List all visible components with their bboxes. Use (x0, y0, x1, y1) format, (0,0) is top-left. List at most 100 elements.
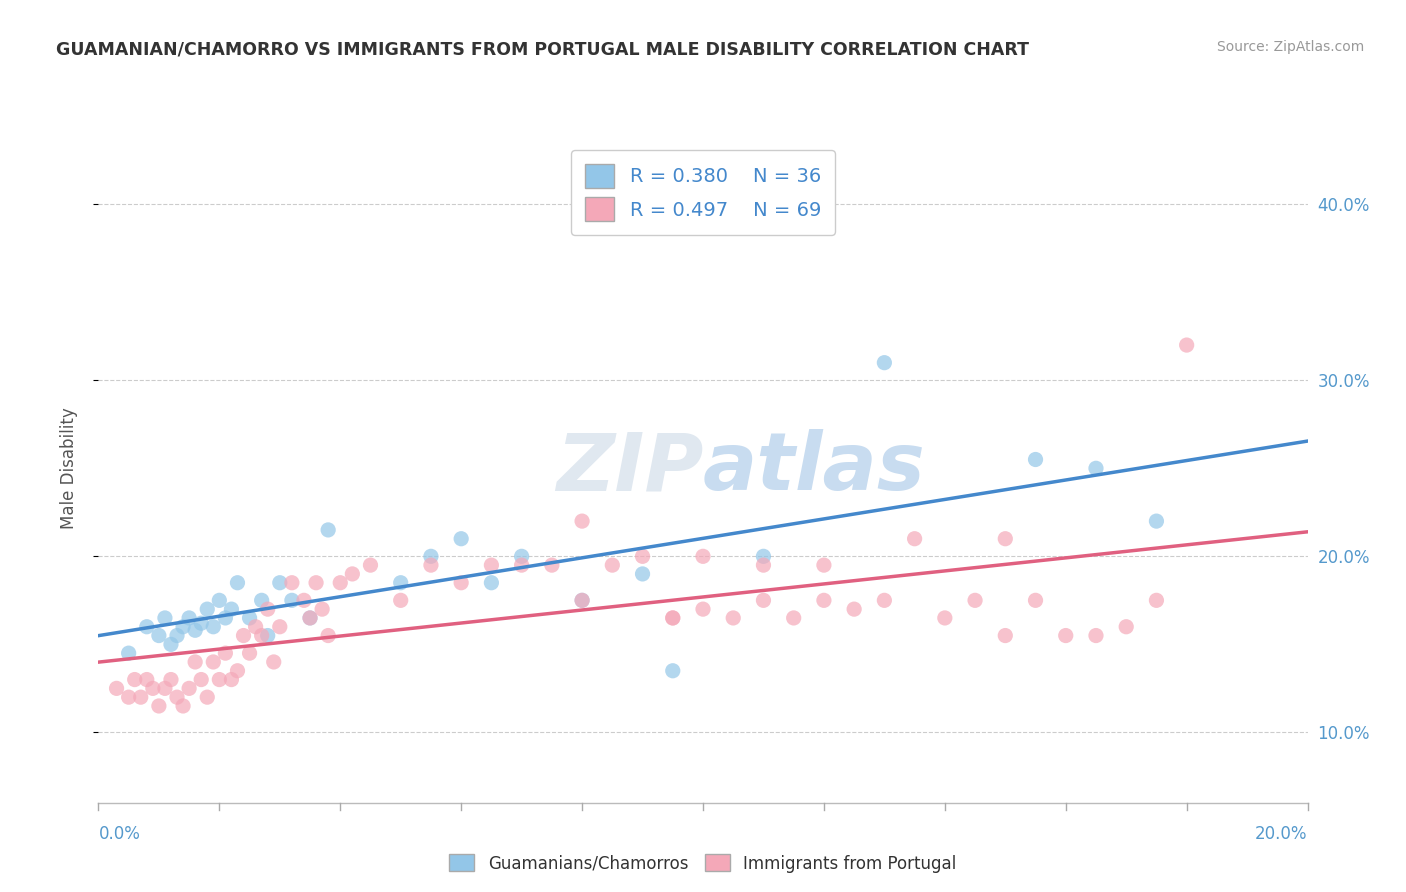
Point (179, 611, 201, 625)
Point (692, 549, 714, 564)
Point (299, 611, 322, 625)
Point (420, 549, 443, 564)
Point (166, 628, 188, 642)
Point (239, 646, 262, 660)
Point (1144, 514, 1167, 528)
Point (232, 628, 254, 642)
Point (148, 698, 170, 713)
Point (166, 690, 188, 705)
Point (994, 532, 1017, 546)
Point (752, 593, 775, 607)
Text: atlas: atlas (703, 429, 925, 508)
Point (540, 558, 562, 573)
Point (214, 646, 236, 660)
Point (571, 514, 593, 528)
Point (195, 602, 218, 616)
Point (281, 593, 304, 607)
Point (153, 681, 176, 696)
Point (172, 620, 194, 634)
Point (813, 593, 835, 607)
Point (202, 655, 225, 669)
Point (965, 593, 987, 607)
Point (160, 673, 183, 687)
Text: GUAMANIAN/CHAMORRO VS IMMIGRANTS FROM PORTUGAL MALE DISABILITY CORRELATION CHART: GUAMANIAN/CHAMORRO VS IMMIGRANTS FROM PO… (56, 40, 1029, 58)
Point (1085, 628, 1108, 642)
Point (214, 611, 236, 625)
Point (226, 575, 249, 590)
Point (195, 690, 218, 705)
Point (118, 646, 141, 660)
Point (299, 611, 322, 625)
Point (662, 664, 685, 678)
Point (450, 575, 472, 590)
Point (256, 628, 278, 642)
Point (873, 356, 896, 370)
Point (571, 593, 593, 607)
Point (510, 558, 533, 573)
Point (510, 549, 533, 564)
Point (450, 532, 472, 546)
Text: Source: ZipAtlas.com: Source: ZipAtlas.com (1216, 40, 1364, 54)
Point (571, 593, 593, 607)
Point (481, 575, 503, 590)
Text: 20.0%: 20.0% (1256, 825, 1308, 843)
Point (389, 593, 412, 607)
Point (105, 681, 128, 696)
Point (389, 575, 412, 590)
Point (316, 628, 339, 642)
Point (311, 602, 333, 616)
Point (873, 593, 896, 607)
Point (256, 602, 278, 616)
Point (281, 575, 304, 590)
Point (994, 628, 1017, 642)
Text: ZIP: ZIP (555, 429, 703, 508)
Point (184, 624, 207, 638)
Point (269, 620, 291, 634)
Point (360, 558, 382, 573)
Point (118, 690, 141, 705)
Point (208, 673, 231, 687)
Point (263, 655, 285, 669)
Point (662, 611, 685, 625)
Y-axis label: Male Disability: Male Disability (59, 408, 77, 529)
Point (129, 690, 152, 705)
Point (221, 602, 243, 616)
Point (934, 611, 956, 625)
Point (190, 616, 212, 631)
Point (723, 611, 745, 625)
Point (135, 620, 157, 634)
Point (316, 523, 339, 537)
Point (202, 620, 225, 634)
Point (692, 602, 714, 616)
Point (153, 611, 176, 625)
Point (844, 602, 866, 616)
Point (135, 673, 157, 687)
Point (1085, 461, 1108, 475)
Point (160, 637, 183, 651)
Point (239, 611, 262, 625)
Point (329, 575, 352, 590)
Point (250, 628, 273, 642)
Point (269, 575, 291, 590)
Point (813, 558, 835, 573)
Point (305, 575, 328, 590)
Point (662, 611, 685, 625)
Point (752, 558, 775, 573)
Point (148, 628, 170, 642)
Point (342, 566, 364, 581)
Point (208, 593, 231, 607)
Point (420, 558, 443, 573)
Point (904, 532, 927, 546)
Point (250, 593, 273, 607)
Point (752, 549, 775, 564)
Point (245, 620, 267, 634)
Point (783, 611, 806, 625)
Point (142, 681, 165, 696)
Point (190, 673, 212, 687)
Point (124, 673, 146, 687)
Point (172, 698, 194, 713)
Point (1054, 628, 1077, 642)
Point (1024, 452, 1046, 467)
Legend: R = 0.380    N = 36, R = 0.497    N = 69: R = 0.380 N = 36, R = 0.497 N = 69 (571, 150, 835, 235)
Point (292, 593, 315, 607)
